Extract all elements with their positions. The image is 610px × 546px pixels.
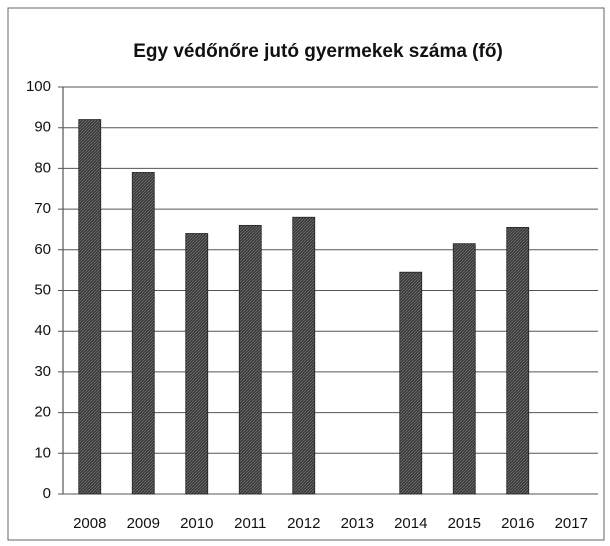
y-tick-label: 20: [34, 404, 51, 421]
bar: [452, 243, 476, 495]
y-tick-label: 40: [34, 322, 51, 339]
y-tick-label: 50: [34, 281, 51, 298]
x-tick-label: 2017: [555, 515, 588, 532]
bar: [238, 224, 262, 495]
x-tick-label: 2011: [234, 515, 266, 532]
y-tick-label: 80: [34, 159, 51, 176]
x-tick-label: 2008: [73, 515, 106, 532]
bar: [506, 227, 530, 495]
x-tick-label: 2010: [180, 515, 213, 532]
x-tick-label: 2009: [127, 515, 160, 532]
chart-title: Egy védőnőre jutó gyermekek száma (fő): [133, 41, 503, 62]
y-tick-label: 70: [34, 200, 51, 217]
y-tick-label: 0: [43, 485, 51, 502]
y-tick-label: 90: [34, 119, 51, 136]
y-tick-label: 30: [34, 363, 51, 380]
y-tick-label: 100: [26, 78, 51, 95]
x-tick-label: 2013: [341, 515, 374, 532]
x-tick-label: 2015: [448, 515, 481, 532]
bar: [292, 216, 316, 495]
x-tick-label: 2014: [394, 515, 427, 532]
y-tick-label: 10: [34, 444, 51, 461]
y-tick-label: 60: [34, 241, 51, 258]
x-tick-label: 2012: [287, 515, 320, 532]
bar: [131, 172, 155, 495]
bar: [78, 119, 102, 495]
bar: [185, 233, 209, 495]
x-tick-label: 2016: [501, 515, 534, 532]
bar: [399, 271, 423, 495]
